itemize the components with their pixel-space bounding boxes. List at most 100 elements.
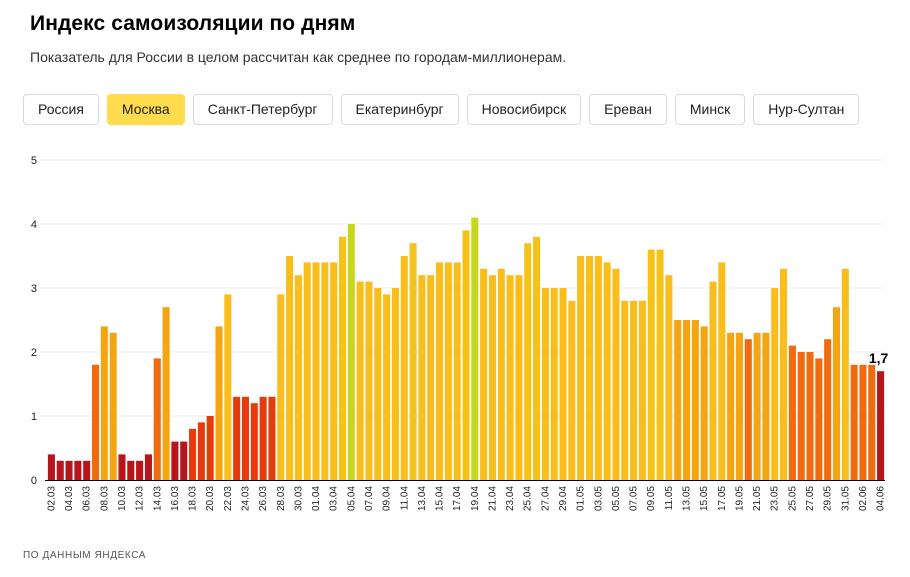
bar[interactable] [180, 441, 188, 480]
bar[interactable] [312, 262, 320, 480]
bar[interactable] [559, 288, 567, 480]
bar[interactable] [806, 352, 814, 480]
bar[interactable] [444, 262, 452, 480]
bar[interactable] [762, 332, 770, 480]
bar[interactable] [453, 262, 461, 480]
bar[interactable] [603, 262, 611, 480]
bar[interactable] [753, 332, 761, 480]
bar[interactable] [771, 288, 779, 480]
bar[interactable] [330, 262, 338, 480]
bar[interactable] [409, 243, 417, 480]
tab-yerevan[interactable]: Ереван [589, 94, 667, 125]
bar[interactable] [621, 300, 629, 480]
bar[interactable] [700, 326, 708, 480]
bar[interactable] [162, 307, 170, 480]
bar[interactable] [365, 281, 373, 480]
bar[interactable] [488, 275, 496, 480]
bar[interactable] [674, 320, 682, 480]
bar[interactable] [383, 294, 391, 480]
bar[interactable] [356, 281, 364, 480]
bar[interactable] [400, 256, 408, 480]
bar[interactable] [780, 268, 788, 480]
bar[interactable] [47, 454, 55, 480]
bar[interactable] [189, 428, 197, 480]
bar[interactable] [550, 288, 558, 480]
bar[interactable] [850, 364, 858, 480]
bar[interactable] [277, 294, 285, 480]
bar[interactable] [718, 262, 726, 480]
bar[interactable] [118, 454, 126, 480]
bar[interactable] [136, 460, 144, 480]
bar[interactable] [630, 300, 638, 480]
bar[interactable] [233, 396, 241, 480]
tab-minsk[interactable]: Минск [674, 94, 746, 125]
bar[interactable] [541, 288, 549, 480]
bar[interactable] [656, 249, 664, 480]
bar[interactable] [100, 326, 108, 480]
bar[interactable] [206, 416, 214, 480]
bar[interactable] [268, 396, 276, 480]
bar[interactable] [815, 358, 823, 480]
bar[interactable] [515, 275, 523, 480]
bar[interactable] [859, 364, 867, 480]
bar[interactable] [735, 332, 743, 480]
bar[interactable] [127, 460, 135, 480]
bar[interactable] [462, 230, 470, 480]
bar[interactable] [391, 288, 399, 480]
bar[interactable] [241, 396, 250, 480]
bar[interactable] [74, 460, 82, 480]
bar[interactable] [436, 262, 444, 480]
bar[interactable] [109, 332, 117, 480]
bar[interactable] [638, 300, 646, 480]
bar[interactable] [691, 320, 699, 480]
bar[interactable] [294, 275, 302, 480]
bar[interactable] [374, 288, 382, 480]
bar[interactable] [665, 275, 673, 480]
bar[interactable] [612, 268, 620, 480]
bar[interactable] [585, 256, 594, 480]
bar[interactable] [197, 422, 205, 480]
bar[interactable] [171, 441, 179, 480]
bar[interactable] [647, 249, 655, 480]
tab-novosibirsk[interactable]: Новосибирск [466, 94, 582, 125]
bar[interactable] [56, 460, 64, 480]
bar[interactable] [824, 339, 832, 480]
bar[interactable] [91, 364, 100, 480]
bar[interactable] [727, 332, 735, 480]
bar[interactable] [418, 275, 426, 480]
tab-russia[interactable]: Россия [23, 94, 99, 125]
bar[interactable] [709, 281, 717, 480]
bar[interactable] [832, 307, 841, 480]
bar[interactable] [153, 358, 161, 480]
tab-saint-petersburg[interactable]: Санкт-Петербург [192, 94, 333, 125]
bar[interactable] [250, 403, 258, 480]
bar[interactable] [568, 300, 576, 480]
bar[interactable] [506, 275, 514, 480]
tab-yekaterinburg[interactable]: Екатеринбург [340, 94, 459, 125]
bar[interactable] [471, 217, 479, 480]
bar[interactable] [65, 460, 73, 480]
bar[interactable] [259, 396, 267, 480]
bar[interactable] [83, 460, 91, 480]
bar[interactable] [224, 294, 232, 480]
bar[interactable] [788, 345, 796, 480]
tab-nur-sultan[interactable]: Нур-Султан [753, 94, 860, 125]
bar[interactable] [347, 224, 355, 480]
bar[interactable] [144, 454, 152, 480]
bar[interactable] [427, 275, 435, 480]
bar[interactable] [841, 268, 849, 480]
bar[interactable] [877, 371, 885, 480]
tab-moscow[interactable]: Москва [106, 94, 185, 125]
bar[interactable] [533, 236, 541, 480]
bar[interactable] [480, 268, 488, 480]
bar[interactable] [797, 352, 805, 480]
bar[interactable] [577, 256, 585, 480]
bar[interactable] [286, 256, 294, 480]
bar[interactable] [868, 364, 876, 480]
bar[interactable] [321, 262, 329, 480]
bar[interactable] [303, 262, 311, 480]
bar[interactable] [682, 320, 691, 480]
bar[interactable] [594, 256, 602, 480]
bar[interactable] [744, 339, 752, 480]
bar[interactable] [497, 268, 505, 480]
